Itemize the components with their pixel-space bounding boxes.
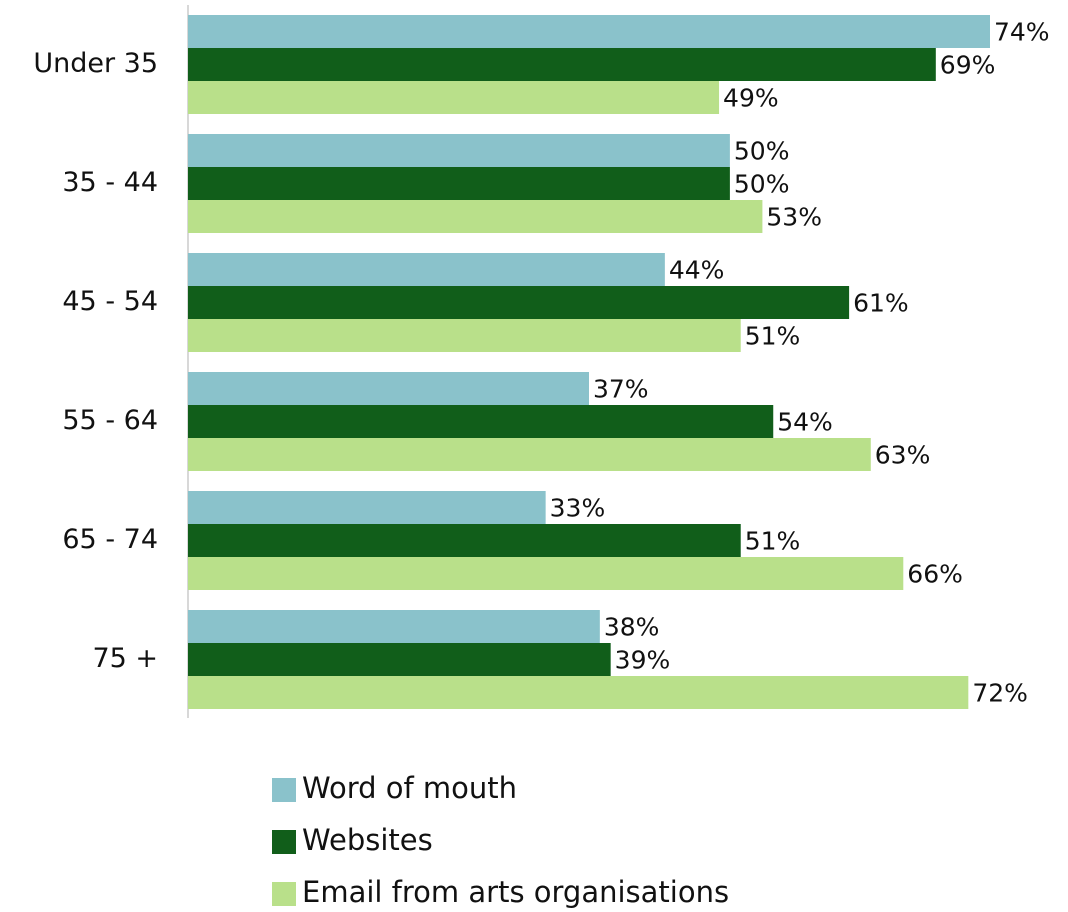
legend-swatch [272,830,296,854]
value-label: 51% [745,322,801,351]
value-label: 72% [972,679,1028,708]
bar [188,81,720,114]
value-label: 50% [734,170,790,199]
value-label: 39% [615,646,671,675]
bar [188,610,600,643]
value-label: 38% [604,613,660,642]
bar [188,253,665,286]
value-label: 49% [723,84,779,113]
value-label: 54% [777,408,833,437]
category-label: 55 - 64 [62,405,158,436]
bar [188,405,774,438]
bar [188,557,904,590]
bar [188,372,589,405]
category-label: 65 - 74 [62,524,158,555]
bar [188,676,969,709]
legend-swatch [272,882,296,906]
value-label: 66% [907,560,963,589]
legend-label: Email from arts organisations [302,875,729,909]
value-label: 44% [669,256,725,285]
value-label: 50% [734,137,790,166]
bar [188,643,611,676]
value-label: 51% [745,527,801,556]
value-label: 63% [875,441,931,470]
bar [188,438,871,471]
bar [188,15,990,48]
value-label: 37% [593,375,649,404]
category-label: 45 - 54 [62,286,158,317]
value-label: 33% [550,494,606,523]
bar [188,134,730,167]
value-label: 61% [853,289,909,318]
category-label: 35 - 44 [62,167,158,198]
legend-swatch [272,778,296,802]
value-label: 74% [994,18,1050,47]
bar [188,200,763,233]
legend-label: Word of mouth [302,771,517,805]
bar [188,491,546,524]
value-label: 53% [766,203,822,232]
bar [188,319,741,352]
category-label: 75 + [92,643,158,674]
category-label: Under 35 [33,48,158,79]
bar [188,167,730,200]
legend-label: Websites [302,823,433,857]
bar [188,286,850,319]
bar [188,48,936,81]
bar [188,524,741,557]
value-label: 69% [940,51,996,80]
